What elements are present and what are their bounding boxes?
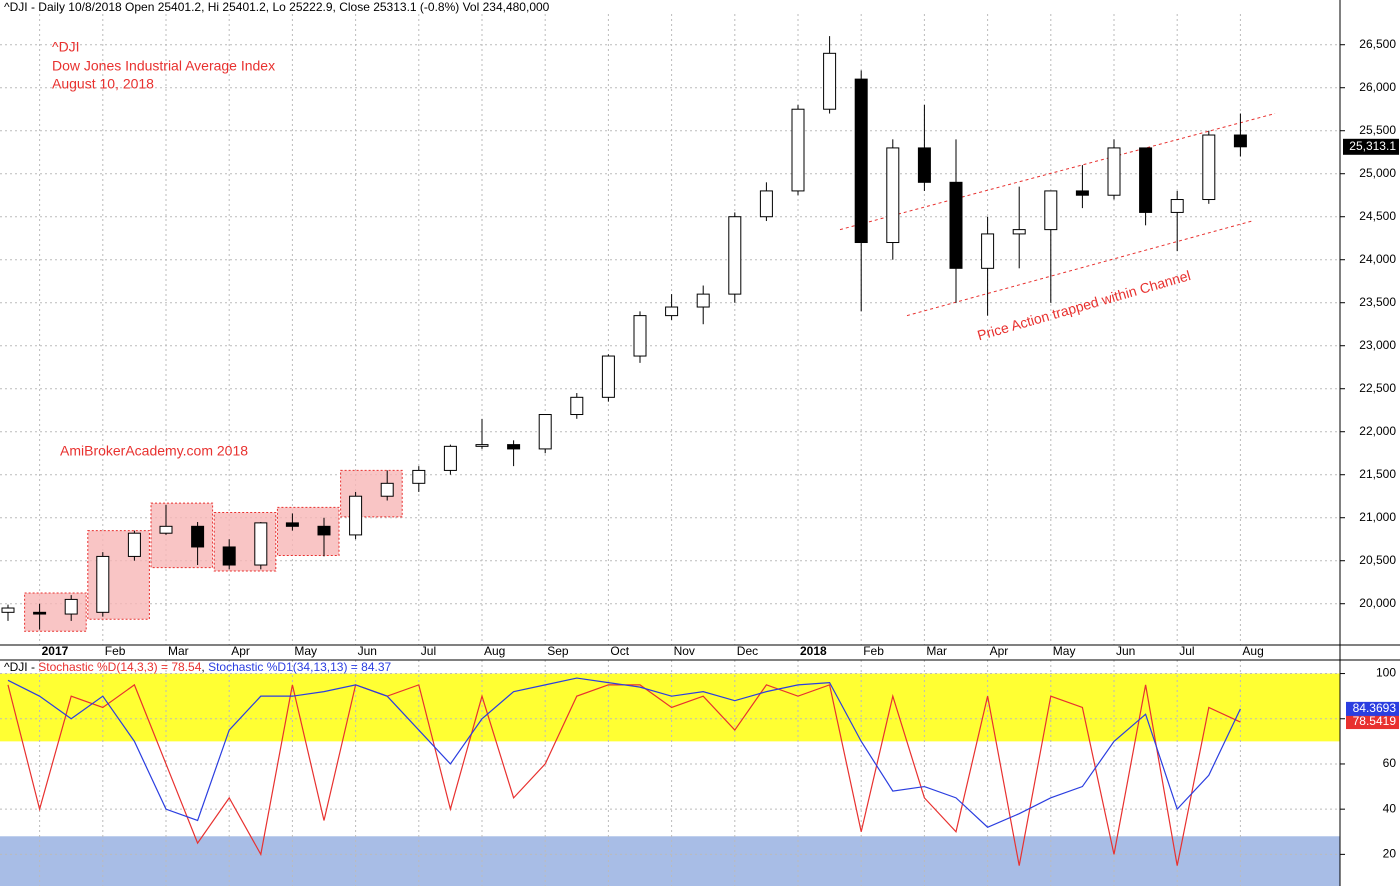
candle-body <box>823 52 837 110</box>
candle-body <box>254 522 268 566</box>
x-tick-label: Mar <box>168 644 189 658</box>
candle-body <box>127 532 141 557</box>
x-tick-label: Apr <box>990 644 1009 658</box>
chart-layer <box>0 14 1340 886</box>
annotation: Dow Jones Industrial Average Index <box>52 58 275 74</box>
candle-body <box>854 78 868 244</box>
candle-body <box>1107 147 1121 196</box>
x-tick-label: Jun <box>1116 644 1135 658</box>
candle-body <box>601 355 615 398</box>
candle-body <box>917 147 931 183</box>
candle-body <box>886 147 900 244</box>
line <box>7 677 1241 828</box>
x-tick-label: Apr <box>231 644 250 658</box>
candle-body <box>1075 190 1089 196</box>
candle-body <box>570 396 584 416</box>
x-tick-label: Jun <box>358 644 377 658</box>
candle-body <box>285 522 299 527</box>
last-value-box <box>1346 701 1399 716</box>
legend-entry: Stochastic %D1(34,13,13) = 84.37 <box>208 660 391 674</box>
y-tick-label: 60 <box>1383 756 1397 770</box>
x-tick-label: Aug <box>484 644 505 658</box>
x-tick-label: 2018 <box>800 644 827 658</box>
legend-entry: Stochastic %D(14,3,3) = 78.54 <box>38 660 201 674</box>
x-tick-label: Jul <box>1179 644 1194 658</box>
x-tick-label: Mar <box>926 644 947 658</box>
candle-body <box>538 414 552 450</box>
x-tick-label: Dec <box>737 644 758 658</box>
annotation: August 10, 2018 <box>52 76 154 92</box>
candle-body <box>412 469 426 484</box>
y-tick-label: 40 <box>1383 801 1397 815</box>
legend-prefix: ^DJI - <box>4 660 38 674</box>
y-tick-label: 23,500 <box>1359 295 1396 309</box>
y-tick-label: 100 <box>1376 666 1396 680</box>
x-tick-label: Sep <box>547 644 569 658</box>
band <box>0 836 1340 886</box>
x-tick-label: Aug <box>1242 644 1263 658</box>
y-tick-label: 20,000 <box>1359 596 1396 610</box>
last-value-label: 78.5419 <box>1353 714 1397 728</box>
candle-body <box>728 216 742 295</box>
candle-body <box>380 482 394 497</box>
candle-body <box>1139 147 1153 213</box>
candle-body <box>1012 229 1026 235</box>
y-tick-label: 24,000 <box>1359 252 1396 266</box>
y-tick-label: 25,500 <box>1359 123 1396 137</box>
last-value-label: 84.3693 <box>1353 701 1397 715</box>
candle-body <box>443 445 457 471</box>
band <box>0 673 1340 742</box>
y-tick-label: 26,500 <box>1359 37 1396 51</box>
candle-body <box>507 444 521 450</box>
candle-body <box>1202 134 1216 201</box>
y-tick-label: 25,000 <box>1359 166 1396 180</box>
x-tick-label: Jul <box>421 644 436 658</box>
candle-body <box>981 233 995 269</box>
candle-body <box>191 525 205 548</box>
y-tick-label: 21,500 <box>1359 467 1396 481</box>
last-value-box <box>1346 715 1399 730</box>
x-tick-label: 2017 <box>42 644 69 658</box>
x-tick-label: May <box>1053 644 1076 658</box>
candle-body <box>1233 134 1247 148</box>
y-tick-label: 26,000 <box>1359 80 1396 94</box>
candle-body <box>949 181 963 269</box>
annotation: ^DJI <box>52 39 80 55</box>
last-price-box <box>1343 138 1399 155</box>
y-tick-label: 24,500 <box>1359 209 1396 223</box>
annotation: AmiBrokerAcademy.com 2018 <box>60 443 248 459</box>
y-tick-label: 20 <box>1383 847 1397 861</box>
x-tick-label: Nov <box>674 644 695 658</box>
candle-body <box>222 546 236 566</box>
candle-body <box>791 108 805 192</box>
candle-body <box>475 444 489 447</box>
y-tick-label: 21,000 <box>1359 510 1396 524</box>
legend: ^DJI - Stochastic %D(14,3,3) = 78.54, St… <box>4 660 392 674</box>
x-tick-label: May <box>294 644 317 658</box>
chart-title: ^DJI - Daily 10/8/2018 Open 25401.2, Hi … <box>4 0 550 14</box>
y-tick-label: 23,000 <box>1359 338 1396 352</box>
candle-body <box>64 598 78 615</box>
candle-body <box>633 315 647 357</box>
x-tick-label: Feb <box>863 644 884 658</box>
candle-body <box>159 525 173 534</box>
candle-body <box>33 611 47 615</box>
candle-body <box>759 190 773 218</box>
candle-body <box>665 306 679 317</box>
candle-body <box>1170 199 1184 213</box>
y-tick-label: 22,000 <box>1359 424 1396 438</box>
candle-body <box>96 555 110 613</box>
y-tick-label: 22,500 <box>1359 381 1396 395</box>
candle-body <box>349 495 363 536</box>
candle-body <box>317 525 331 536</box>
y-tick-label: 20,500 <box>1359 553 1396 567</box>
candle-body <box>696 293 710 308</box>
x-tick-label: Feb <box>105 644 126 658</box>
candle-body <box>1 607 15 613</box>
candle-body <box>1044 190 1058 231</box>
x-tick-label: Oct <box>610 644 629 658</box>
last-price-label: 25,313.1 <box>1349 139 1396 153</box>
